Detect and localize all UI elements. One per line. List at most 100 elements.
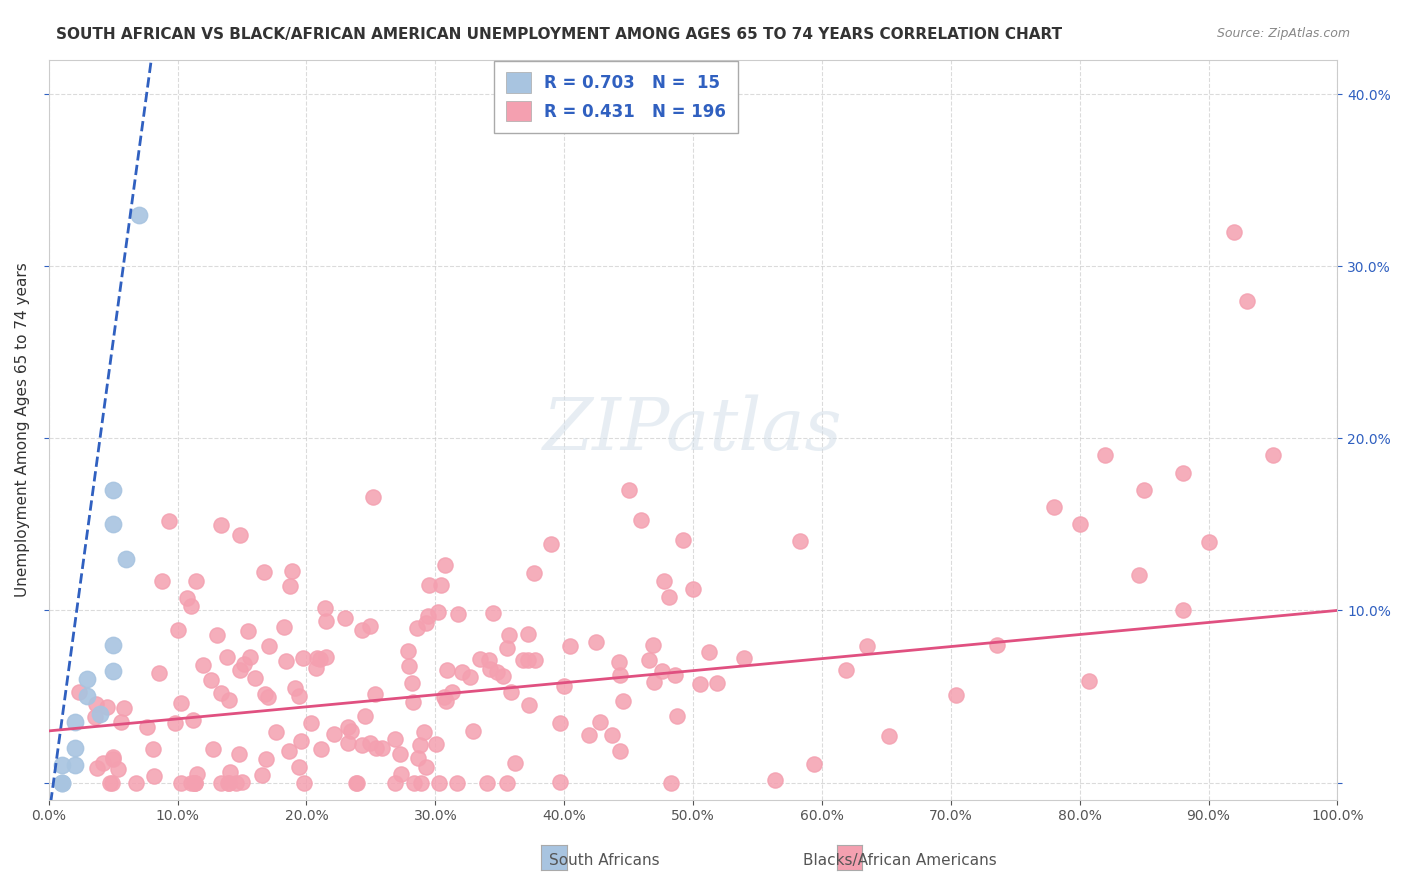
Point (384, 731, 406, 746)
Point (101, 483, 124, 497)
Point (51, 758, 73, 772)
Point (278, 579, 301, 593)
Point (609, 668, 631, 682)
Point (406, 751, 429, 765)
Point (142, 742, 165, 756)
Point (339, 723, 361, 738)
Point (643, 638, 665, 652)
Point (209, 517, 232, 532)
Point (157, 514, 180, 528)
Point (200, 673, 222, 687)
Point (184, 775, 207, 789)
Point (299, 715, 322, 730)
Point (353, 708, 375, 723)
Point (115, 551, 138, 566)
Point (193, 658, 215, 673)
Point (415, 615, 437, 630)
Point (418, 578, 440, 592)
Point (389, 766, 412, 780)
Point (612, 694, 634, 708)
Point (763, 773, 786, 788)
Point (516, 627, 538, 641)
Text: ZIPatlas: ZIPatlas (543, 394, 842, 465)
Point (205, 628, 228, 642)
Point (284, 681, 307, 695)
Point (239, 650, 262, 665)
Point (150, 574, 173, 589)
Point (1261, 449, 1284, 463)
Point (305, 661, 328, 675)
Point (292, 775, 315, 789)
Point (384, 775, 406, 789)
Point (517, 653, 540, 667)
Point (273, 620, 295, 634)
Point (401, 675, 423, 690)
Point (652, 574, 675, 589)
Point (253, 565, 276, 579)
Point (402, 695, 425, 709)
Point (436, 663, 458, 677)
Point (336, 720, 359, 734)
Point (651, 665, 673, 679)
Point (229, 528, 252, 542)
Point (1069, 517, 1091, 532)
Point (478, 662, 501, 676)
Point (166, 623, 188, 637)
Point (84, 710, 107, 724)
Point (585, 634, 607, 648)
Point (225, 775, 247, 789)
Point (496, 640, 519, 655)
Point (165, 716, 187, 731)
Point (446, 775, 468, 789)
Point (441, 684, 464, 698)
Point (643, 674, 665, 689)
Point (84, 697, 107, 711)
Point (523, 566, 546, 580)
Point (51, 775, 73, 789)
Point (499, 684, 522, 698)
Point (558, 639, 581, 653)
Point (76, 690, 98, 704)
Point (186, 766, 208, 780)
Point (100, 775, 122, 789)
Point (553, 679, 575, 693)
Point (101, 517, 124, 532)
Point (589, 715, 612, 730)
Point (359, 736, 381, 750)
Point (218, 775, 240, 789)
Point (364, 740, 387, 755)
Point (309, 651, 332, 665)
Point (426, 605, 449, 619)
Point (148, 666, 170, 681)
Point (359, 618, 381, 632)
Point (180, 775, 202, 789)
Point (658, 590, 681, 604)
Point (315, 649, 337, 664)
Legend: R = 0.703   N =  15, R = 0.431   N = 196: R = 0.703 N = 15, R = 0.431 N = 196 (494, 61, 738, 133)
Point (406, 621, 429, 635)
Point (617, 483, 640, 497)
Point (184, 574, 207, 589)
Point (63, 715, 86, 730)
Point (434, 694, 457, 708)
Point (689, 677, 711, 691)
Point (682, 582, 704, 596)
Point (184, 775, 207, 789)
Point (429, 578, 451, 592)
Text: SOUTH AFRICAN VS BLACK/AFRICAN AMERICAN UNEMPLOYMENT AMONG AGES 65 TO 74 YEARS C: SOUTH AFRICAN VS BLACK/AFRICAN AMERICAN … (56, 27, 1063, 42)
Point (201, 742, 224, 756)
Point (314, 600, 336, 615)
Point (112, 700, 135, 714)
Point (169, 775, 191, 789)
Point (253, 687, 276, 701)
Point (371, 741, 394, 756)
Point (856, 639, 879, 653)
Point (877, 729, 900, 743)
Point (470, 652, 492, 666)
Point (609, 744, 631, 758)
Point (257, 690, 280, 705)
Point (434, 558, 457, 572)
Point (288, 689, 311, 703)
Point (315, 614, 337, 628)
Point (578, 728, 600, 742)
